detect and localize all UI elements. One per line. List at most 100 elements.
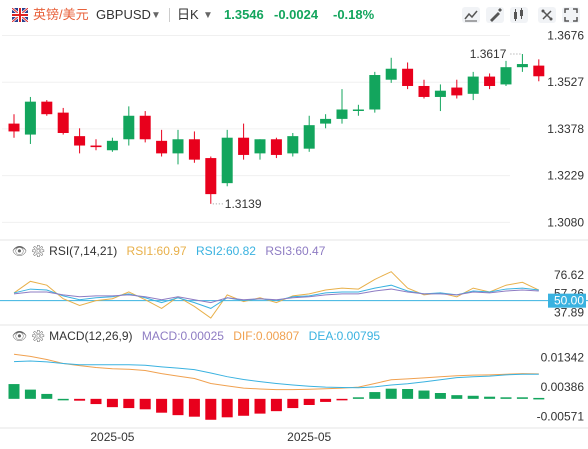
macd-tick-label: -0.00571 — [537, 409, 585, 423]
rsi-tick-label: 37.89 — [554, 305, 584, 319]
period-selector[interactable]: 日K — [177, 7, 199, 22]
candle-body[interactable] — [270, 139, 282, 155]
candle-body[interactable] — [254, 139, 266, 154]
macd-histogram-bar[interactable] — [74, 398, 86, 401]
macd-histogram-bar[interactable] — [320, 398, 332, 402]
macd-histogram-bar[interactable] — [221, 398, 233, 418]
macd-histogram-bar[interactable] — [434, 393, 446, 399]
candle-body[interactable] — [418, 85, 430, 97]
candle-body[interactable] — [106, 140, 118, 151]
macd-visibility-icon[interactable]: 👁 — [12, 329, 28, 343]
candle-body[interactable] — [303, 125, 315, 149]
candle-body[interactable] — [467, 76, 479, 94]
rsi-settings-icon[interactable]: ⚙ — [30, 244, 46, 258]
candle-body[interactable] — [385, 68, 397, 80]
macd-histogram-bar[interactable] — [41, 393, 53, 399]
pair-code[interactable]: GBPUSD — [96, 7, 151, 22]
macd-histogram-bar[interactable] — [451, 395, 463, 399]
candle-body[interactable] — [24, 101, 36, 135]
macd-histogram-bar[interactable] — [336, 398, 348, 401]
low-annotation-label: 1.3139 — [225, 197, 262, 211]
candle-body[interactable] — [172, 139, 184, 154]
indicator-button[interactable] — [462, 7, 480, 23]
candle-body[interactable] — [90, 145, 102, 148]
macd-histogram-bar[interactable] — [270, 398, 282, 412]
candle-body[interactable] — [500, 67, 512, 85]
candle-body[interactable] — [352, 109, 364, 111]
last-price: 1.3546 — [224, 7, 264, 22]
macd-histogram-bar[interactable] — [352, 397, 364, 399]
rsi2-value: RSI2:60.82 — [195, 244, 256, 258]
candle-body[interactable] — [320, 118, 332, 124]
fullscreen-button[interactable] — [562, 7, 580, 23]
candle-body[interactable] — [8, 123, 20, 132]
macd-histogram-bar[interactable] — [106, 398, 118, 408]
macd-histogram-bar[interactable] — [467, 395, 479, 399]
candle-type-button[interactable] — [510, 7, 528, 23]
dif-line — [13, 353, 539, 391]
candle-body[interactable] — [484, 76, 496, 86]
macd-histogram-bar[interactable] — [57, 398, 69, 401]
candle-body[interactable] — [369, 75, 381, 110]
header-divider — [169, 8, 170, 22]
candle-body[interactable] — [336, 109, 348, 119]
candle-body[interactable] — [74, 136, 86, 146]
candle-body[interactable] — [221, 137, 233, 184]
macd-histogram-bar[interactable] — [238, 398, 250, 416]
macd-histogram-bar[interactable] — [287, 398, 299, 409]
macd-histogram-bar[interactable] — [188, 398, 200, 417]
macd-tick-label: 0.00386 — [541, 380, 585, 394]
candle-body[interactable] — [41, 101, 53, 115]
candle-body[interactable] — [533, 65, 545, 77]
rsi-title: RSI(7,14,21) — [49, 244, 118, 258]
pair-dropdown-caret-icon[interactable]: ▼ — [151, 10, 161, 21]
candle-body[interactable] — [287, 136, 299, 154]
date-tick-label: 2025-05 — [90, 430, 134, 444]
candle-body[interactable] — [451, 87, 463, 96]
settings-icon — [541, 9, 553, 21]
macd-histogram-bar[interactable] — [90, 398, 102, 405]
draw-tool-button[interactable] — [486, 7, 504, 23]
macd-histogram-bar[interactable] — [385, 388, 397, 399]
macd-histogram-bar[interactable] — [303, 398, 315, 405]
macd-histogram-bar[interactable] — [8, 384, 20, 399]
macd-histogram-bar[interactable] — [24, 389, 36, 399]
macd-histogram-bar[interactable] — [533, 397, 545, 400]
candle-body[interactable] — [139, 115, 151, 140]
macd-histogram-bar[interactable] — [418, 390, 430, 399]
chart-header: 英镑/美元 GBPUSD ▼ 日K ▼ 1.3546 -0.0024 -0.18… — [0, 0, 588, 30]
macd-histogram-bar[interactable] — [254, 398, 266, 414]
macd-histogram-bar[interactable] — [516, 397, 528, 399]
candle-body[interactable] — [156, 140, 168, 154]
rsi1-value: RSI1:60.97 — [126, 244, 187, 258]
rsi-visibility-icon[interactable]: 👁 — [12, 244, 28, 258]
macd-settings-icon[interactable]: ⚙ — [30, 329, 46, 343]
pair-name-cn[interactable]: 英镑/美元 — [33, 7, 89, 22]
macd-histogram-bar[interactable] — [402, 389, 414, 399]
macd-histogram-bar[interactable] — [156, 398, 168, 413]
candle-body[interactable] — [238, 137, 250, 155]
candle-body[interactable] — [188, 139, 200, 160]
dif-value: DIF:0.00807 — [233, 329, 300, 343]
candle-body[interactable] — [516, 64, 528, 68]
macd-histogram-bar[interactable] — [172, 398, 184, 416]
macd-value: MACD:0.00025 — [141, 329, 224, 343]
candle-body[interactable] — [123, 115, 135, 140]
candle-body[interactable] — [434, 90, 446, 97]
rsi-baseline-tick-label: 50.00 — [554, 294, 584, 308]
macd-histogram-bar[interactable] — [369, 392, 381, 399]
fullscreen-icon — [564, 8, 578, 22]
macd-histogram-bar[interactable] — [123, 398, 135, 409]
macd-histogram-bar[interactable] — [484, 396, 496, 399]
candle-body[interactable] — [57, 112, 69, 133]
candle-body[interactable] — [402, 68, 414, 86]
macd-histogram-bar[interactable] — [205, 398, 217, 420]
macd-histogram-bar[interactable] — [500, 397, 512, 399]
macd-tick-label: 0.01342 — [541, 351, 585, 365]
macd-histogram-bar[interactable] — [139, 398, 151, 410]
settings-button[interactable] — [538, 7, 556, 23]
period-dropdown-caret-icon[interactable]: ▼ — [203, 10, 213, 21]
rsi-series-line-1 — [13, 271, 540, 319]
candle-body[interactable] — [205, 158, 217, 195]
